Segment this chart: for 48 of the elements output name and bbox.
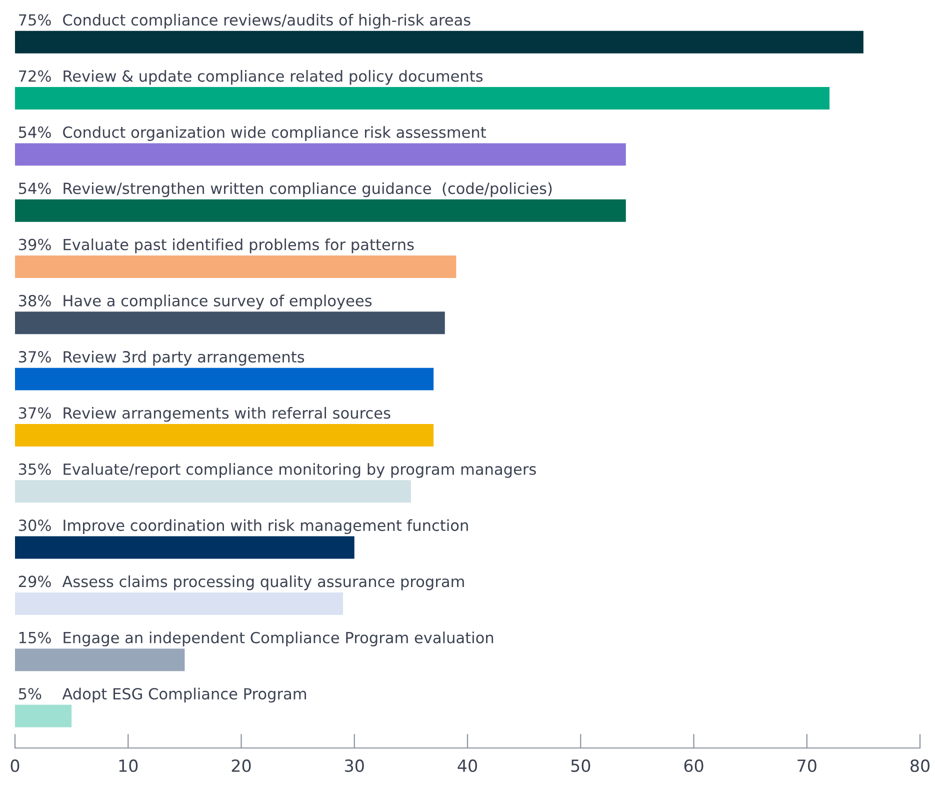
y-tick-label: Conduct compliance reviews/audits of high-risk areas [63, 14, 470, 29]
data-label: 35% [18, 463, 51, 475]
bar [15, 704, 72, 728]
data-label: 39% [18, 238, 51, 250]
data-label: 54% [18, 126, 51, 138]
bar [15, 536, 354, 559]
x-tick-label: 0 [10, 759, 20, 772]
x-tick-label: 70 [798, 759, 816, 772]
y-tick-label: Conduct organization wide compliance risk assessment [63, 126, 486, 141]
bar [15, 592, 344, 615]
y-tick-label: Adopt ESG Compliance Program [62, 688, 306, 703]
x-tick-label: 10 [119, 759, 138, 772]
data-label: 37% [18, 351, 51, 363]
data-label: 5% [18, 688, 42, 700]
data-label: 72% [19, 70, 51, 82]
x-tick-label: 80 [910, 759, 930, 772]
y-tick-label: Review arrangements with referral sources [64, 406, 390, 422]
y-tick-label: Review & update compliance related policy documents [64, 70, 483, 85]
data-label: 15% [19, 632, 51, 644]
y-tick-label: Review 3rd party arrangements [64, 350, 304, 366]
bar [15, 312, 445, 334]
bar [15, 256, 456, 278]
y-tick-label: Improve coordination with risk management function [64, 519, 468, 534]
x-tick-label: 40 [458, 759, 477, 772]
x-tick-label: 20 [232, 759, 251, 772]
data-label: 54% [18, 182, 51, 194]
y-tick-label: Review/strengthen written compliance guidance (code/policies) [64, 182, 552, 198]
bar [15, 143, 626, 166]
data-label: 37% [18, 407, 51, 419]
y-tick-label: Assess claims processing quality assurance program [62, 575, 464, 590]
bar [15, 30, 864, 54]
y-tick-label: Evaluate past identified problems for patterns [64, 238, 414, 254]
y-tick-label: Have a compliance survey of employees [64, 294, 372, 310]
bar [15, 424, 434, 446]
y-tick-label: Evaluate/report compliance monitoring by program managers [64, 463, 536, 478]
bar [15, 87, 830, 110]
x-tick-label: 50 [571, 759, 590, 772]
data-label: 38% [18, 294, 51, 306]
data-label: 30% [18, 520, 51, 532]
bar [15, 480, 411, 503]
y-tick-label: Engage an independent Compliance Program evaluation [64, 632, 494, 646]
data-label: 75% [19, 14, 51, 26]
bar [15, 199, 626, 222]
x-tick-label: 30 [345, 759, 364, 772]
data-label: 29% [18, 576, 51, 588]
x-tick-label: 60 [684, 759, 704, 772]
bar [15, 648, 185, 672]
bar [15, 368, 434, 390]
